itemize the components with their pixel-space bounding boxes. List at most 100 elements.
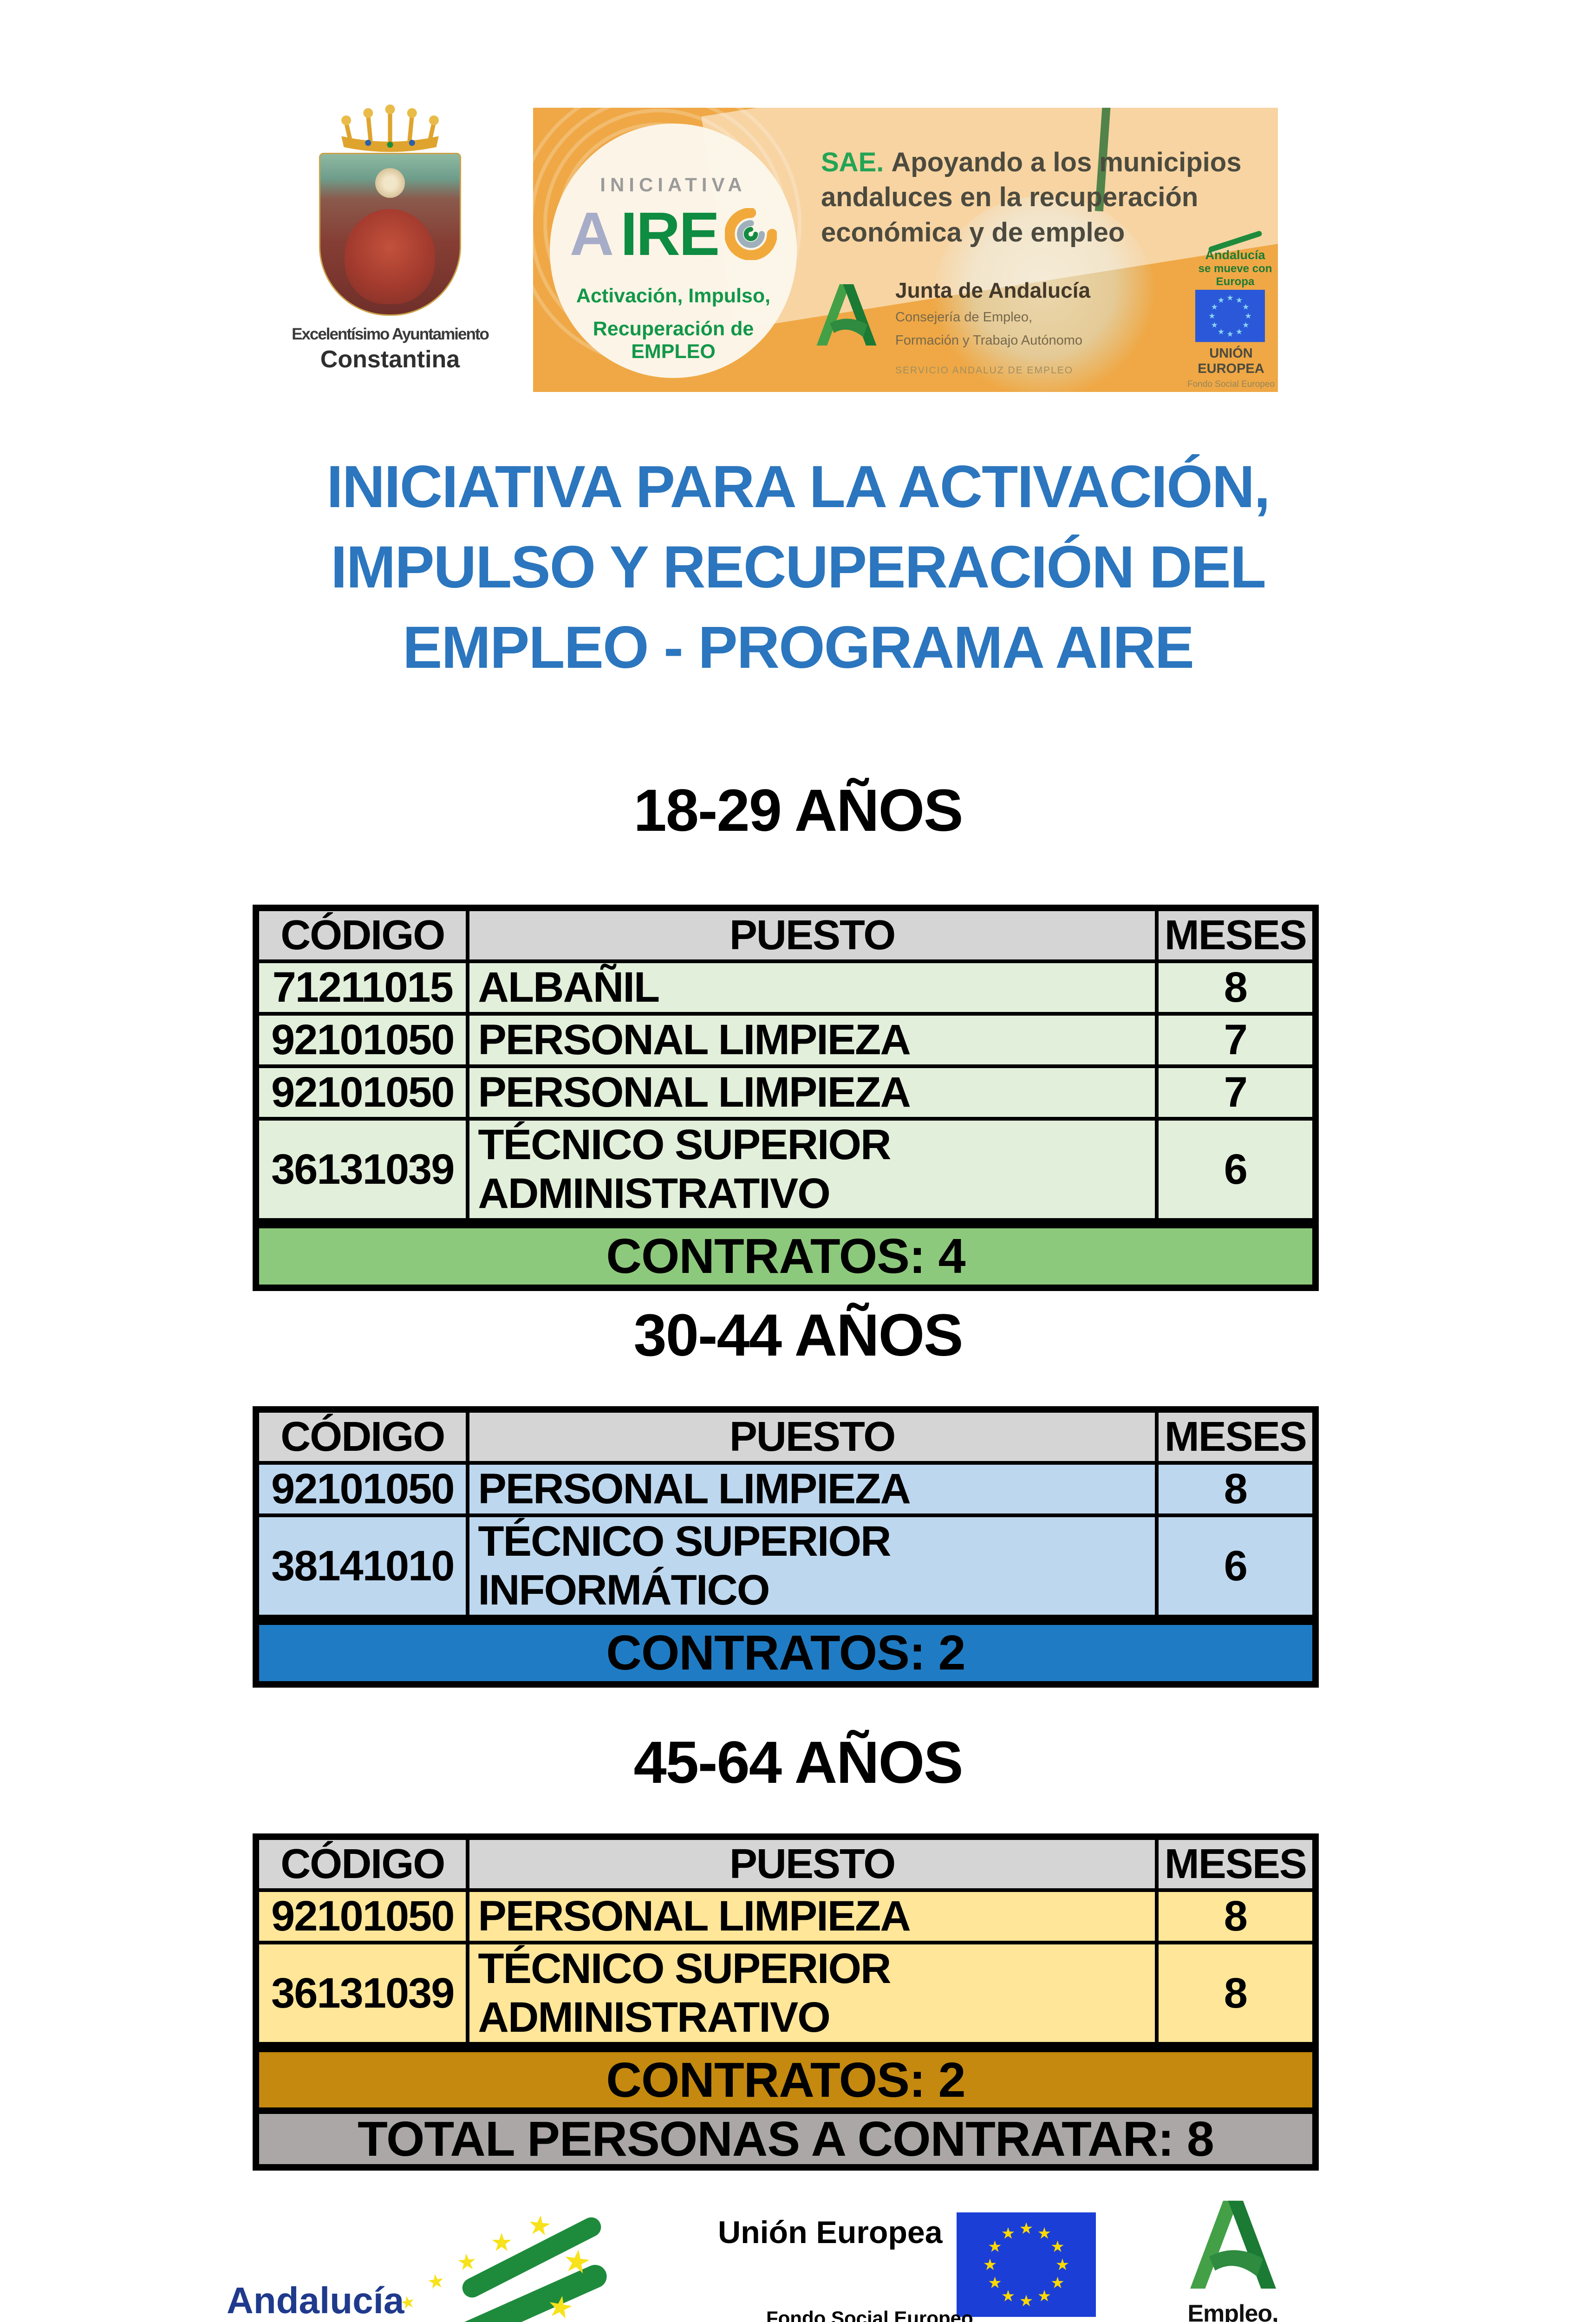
eu-subtitle: Fondo Social Europeo <box>766 2307 973 2322</box>
star-icon: ★ <box>456 2249 478 2276</box>
council-town: Constantina <box>320 346 460 373</box>
column-header-codigo: CÓDIGO <box>254 906 470 963</box>
cell-meses: 6 <box>1154 1513 1318 1622</box>
column-header-puesto: PUESTO <box>466 906 1159 963</box>
cell-codigo: 38141010 <box>254 1513 470 1622</box>
junta-a-icon <box>1190 2200 1276 2289</box>
table-row: 38141010 TÉCNICO SUPERIOR INFORMÁTICO 6 <box>254 1513 1318 1622</box>
section-heading-30-44: 30-44 AÑOS <box>633 1302 964 1369</box>
junta-footer-text: Empleo, Formación y Trabajo Autónomo <box>1147 2300 1319 2322</box>
star-icon: ★ <box>425 2269 446 2294</box>
mini-andalucia-line-1: Andalucía <box>1205 248 1265 262</box>
column-header-puesto: PUESTO <box>466 1835 1159 1892</box>
star-icon: ★ <box>560 2242 593 2281</box>
table-row: 92101050 PERSONAL LIMPIEZA 7 <box>254 1064 1318 1121</box>
cell-codigo: 36131039 <box>254 1941 470 2049</box>
jobs-table-30-44: CÓDIGO PUESTO MESES 92101050 PERSONAL LI… <box>253 1406 1319 1688</box>
jobs-table-18-29: CÓDIGO PUESTO MESES 71211015 ALBAÑIL 8 9… <box>253 905 1319 1291</box>
jobs-table-45-64: CÓDIGO PUESTO MESES 92101050 PERSONAL LI… <box>253 1833 1319 2115</box>
column-header-codigo: CÓDIGO <box>254 1408 470 1465</box>
page-title: INICIATIVA PARA LA ACTIVACIÓN, IMPULSO Y… <box>0 447 1596 688</box>
table-row: 71211015 ALBAÑIL 8 <box>254 959 1318 1016</box>
contracts-total-45-64: CONTRATOS: 2 <box>254 2042 1317 2113</box>
table-row: 92101050 PERSONAL LIMPIEZA 8 <box>254 1461 1318 1517</box>
council-caption: Excelentísimo Ayuntamiento Constantina <box>288 325 492 373</box>
junta-texts: Junta de Andalucía Consejería de Empleo,… <box>895 278 1090 376</box>
aire-letter-a: A <box>569 200 614 268</box>
column-header-meses: MESES <box>1154 1835 1318 1892</box>
cell-puesto: ALBAÑIL <box>466 959 1159 1016</box>
cell-meses: 7 <box>1154 1012 1318 1068</box>
table-row: 92101050 PERSONAL LIMPIEZA 8 <box>254 1888 1318 1944</box>
aire-subtitle-2: Recuperación de EMPLEO <box>593 318 754 363</box>
table-header-row: CÓDIGO PUESTO MESES <box>254 1835 1318 1892</box>
cell-codigo: 71211015 <box>254 959 470 1016</box>
sae-text: Apoyando a los municipios andaluces en l… <box>821 147 1242 248</box>
title-line-1: INICIATIVA PARA LA ACTIVACIÓN, <box>326 454 1270 520</box>
table-footer-row: CONTRATOS: 2 <box>254 2042 1317 2113</box>
junta-a-icon <box>816 284 877 346</box>
cell-meses: 6 <box>1154 1117 1318 1225</box>
table-footer-row: CONTRATOS: 2 <box>254 1615 1317 1686</box>
junta-text-line-1: Empleo, <box>1187 2300 1278 2322</box>
column-header-puesto: PUESTO <box>466 1408 1159 1465</box>
iniciativa-label: INICIATIVA <box>600 174 747 196</box>
column-header-meses: MESES <box>1154 1408 1318 1465</box>
aire-wordmark: A IRE <box>550 199 797 269</box>
council-name: Excelentísimo Ayuntamiento <box>292 325 489 343</box>
cell-puesto: TÉCNICO SUPERIOR ADMINISTRATIVO <box>466 1941 1159 2049</box>
eu-mini-block: ★ ★ ★ ★ ★ ★ ★ ★ ★ ★ ★ ★ UNIÓN EUROPEA Fondo Social… <box>1187 290 1275 390</box>
cell-codigo: 36131039 <box>254 1117 470 1225</box>
sae-label: SAE. <box>821 147 884 177</box>
cell-meses: 8 <box>1154 1941 1318 2049</box>
aire-swirl-icon <box>725 208 777 260</box>
table-header-row: CÓDIGO PUESTO MESES <box>254 906 1318 963</box>
eu-flag-icon: ★ ★ ★ ★ ★ ★ ★ ★ ★ ★ ★ ★ <box>957 2212 1096 2317</box>
cell-meses: 8 <box>1154 959 1318 1016</box>
star-icon: ★ <box>490 2229 513 2257</box>
aire-subtitle-1: Activación, Impulso, <box>576 285 771 307</box>
cell-meses: 7 <box>1154 1064 1318 1121</box>
cell-codigo: 92101050 <box>254 1012 470 1068</box>
cell-puesto: PERSONAL LIMPIEZA <box>466 1888 1159 1944</box>
andalucia-line-1: Andalucía <box>227 2280 404 2321</box>
servicio-andaluz-label: SERVICIO ANDALUZ DE EMPLEO <box>895 365 1074 376</box>
table-row: 92101050 PERSONAL LIMPIEZA 7 <box>254 1012 1318 1068</box>
shield-icon <box>319 153 461 316</box>
eu-sublabel: Fondo Social Europeo <box>1187 379 1275 389</box>
junta-label: Junta de Andalucía <box>895 278 1091 302</box>
contracts-total-18-29: CONTRATOS: 4 <box>254 1218 1317 1290</box>
table-row: 36131039 TÉCNICO SUPERIOR ADMINISTRATIVO… <box>254 1941 1318 2049</box>
consejeria-line-1: Consejería de Empleo, <box>895 310 1032 325</box>
eu-label: UNIÓN EUROPEA <box>1198 346 1264 376</box>
section-heading-45-64: 45-64 AÑOS <box>633 1729 964 1796</box>
cell-codigo: 92101050 <box>254 1888 470 1944</box>
andalucia-se-mueve-mini-logo: Andalucía se mueve con Europa <box>1189 230 1278 288</box>
column-header-meses: MESES <box>1154 906 1318 963</box>
cell-puesto: PERSONAL LIMPIEZA <box>466 1064 1159 1121</box>
contracts-total-30-44: CONTRATOS: 2 <box>254 1615 1317 1686</box>
total-persons-bar: TOTAL PERSONAS A CONTRATAR: 8 <box>253 2107 1319 2171</box>
eu-title: Unión Europea <box>718 2215 943 2250</box>
junta-de-andalucia-block: Junta de Andalucía Consejería de Empleo,… <box>812 278 1090 376</box>
star-icon: ★ <box>526 2209 554 2242</box>
junta-empleo-logo: Empleo, Formación y Trabajo Autónomo <box>1147 2195 1319 2322</box>
star-icon: ★ <box>544 2288 577 2322</box>
andalucia-se-mueve-logo: ★ ★ ★ ★ ★ ★ ★ Andalucía se mueve con Eur… <box>218 2201 611 2322</box>
title-line-2: IMPULSO Y RECUPERACIÓN DEL <box>331 534 1266 600</box>
title-line-3: EMPLEO - PROGRAMA AIRE <box>403 614 1194 681</box>
cell-puesto: TÉCNICO SUPERIOR ADMINISTRATIVO <box>466 1117 1159 1225</box>
cell-puesto: PERSONAL LIMPIEZA <box>466 1012 1159 1068</box>
table-row: 36131039 TÉCNICO SUPERIOR ADMINISTRATIVO… <box>254 1117 1318 1225</box>
constantina-coat-of-arms: Excelentísimo Ayuntamiento Constantina <box>288 104 492 373</box>
union-europea-logo: Unión Europea ★ ★ ★ ★ ★ ★ ★ ★ ★ ★ ★ ★ Fondo Social… <box>697 2201 1119 2322</box>
section-heading-18-29: 18-29 AÑOS <box>633 777 964 844</box>
cell-codigo: 92101050 <box>254 1461 470 1517</box>
eu-flag-icon: ★ ★ ★ ★ ★ ★ ★ ★ ★ ★ ★ ★ <box>1195 290 1265 342</box>
aire-logo: INICIATIVA A IRE Activación, Impulso, Rec… <box>550 124 797 378</box>
andalucia-swoosh-stars-icon: ★ ★ ★ ★ ★ ★ ★ <box>398 2201 627 2322</box>
column-header-codigo: CÓDIGO <box>254 1835 470 1892</box>
consejeria-line-2: Formación y Trabajo Autónomo <box>895 333 1082 348</box>
cell-puesto: TÉCNICO SUPERIOR INFORMÁTICO <box>466 1513 1159 1622</box>
